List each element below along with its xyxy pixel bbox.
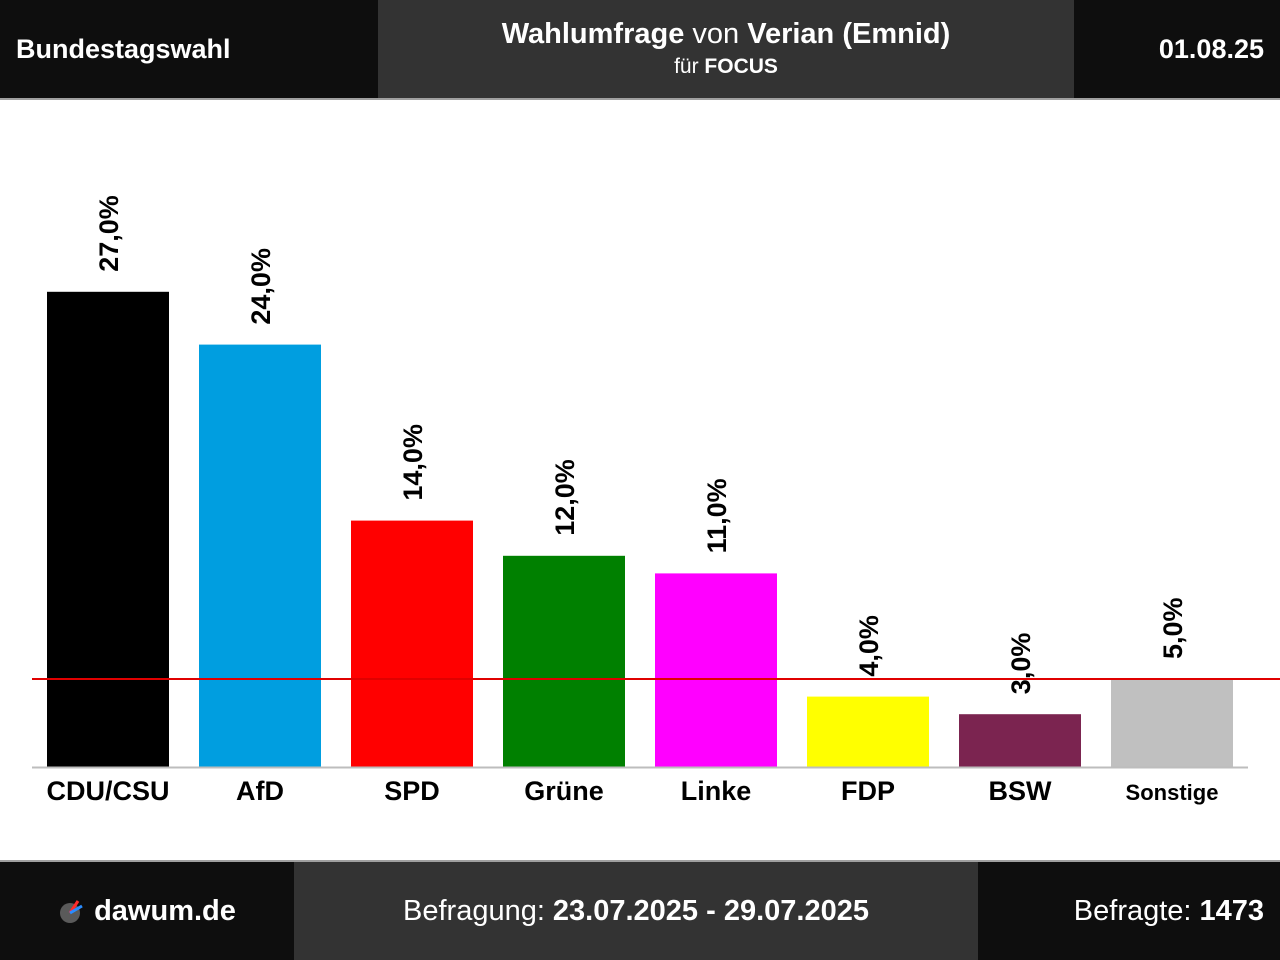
survey-period-value: 23.07.2025 - 29.07.2025 (552, 894, 869, 927)
category-label: SPD (384, 776, 440, 806)
bar-linke (655, 573, 777, 767)
value-label: 24,0% (246, 248, 276, 325)
value-label: 3,0% (1006, 633, 1036, 695)
category-label: Sonstige (1126, 780, 1219, 805)
dawum-logo-icon (60, 900, 83, 923)
bar-sonstige (1111, 679, 1233, 767)
category-label: Linke (681, 776, 752, 806)
value-label: 11,0% (702, 478, 732, 553)
brand-name: dawum.de (94, 894, 236, 927)
survey-period-label: Befragung: (403, 894, 545, 927)
brand[interactable]: dawum.de (0, 862, 294, 960)
value-label: 14,0% (398, 424, 428, 501)
institute-name: Verian (Emnid) (747, 18, 951, 50)
header-bar: Bundestagswahl Wahlumfrage von Verian (E… (0, 0, 1280, 100)
title-keyword: Wahlumfrage (501, 18, 685, 50)
category-label: Grüne (524, 776, 604, 806)
bar-gr-ne (503, 555, 625, 767)
poll-bar-chart: 27,0% CDU/CSU 24,0% AfD 14,0% SPD 12,0% Grüne 11… (32, 195, 1280, 806)
poll-title-line: Wahlumfrage von Verian (Emnid) (502, 17, 951, 51)
bar-cdu-csu (47, 291, 169, 767)
category-label: FDP (841, 776, 895, 806)
category-label: AfD (236, 776, 284, 806)
poll-date: 01.08.25 (1074, 0, 1280, 98)
respondents-label: Befragte: (1073, 894, 1192, 927)
client-line: für FOCUS (674, 53, 778, 81)
category-label: BSW (989, 776, 1053, 806)
election-name: Bundestagswahl (0, 0, 378, 98)
footer-bar: dawum.de Befragung: 23.07.2025 - 29.07.2… (0, 860, 1280, 960)
survey-period: Befragung: 23.07.2025 - 29.07.2025 (294, 862, 978, 960)
poll-title: Wahlumfrage von Verian (Emnid) für FOCUS (378, 0, 1074, 98)
value-label: 12,0% (550, 459, 580, 536)
client-connector: für (674, 55, 699, 78)
category-label: CDU/CSU (46, 776, 169, 806)
value-label: 27,0% (94, 195, 124, 272)
bar-afd (199, 344, 321, 767)
title-connector: von (692, 18, 740, 50)
bar-spd (351, 520, 473, 767)
bar-bsw (959, 714, 1081, 767)
value-label: 4,0% (854, 615, 884, 677)
bar-fdp (807, 696, 929, 767)
value-label: 5,0% (1158, 597, 1188, 659)
respondents-value: 1473 (1199, 894, 1264, 927)
client-name: FOCUS (704, 55, 778, 78)
respondents: Befragte: 1473 (978, 862, 1280, 960)
